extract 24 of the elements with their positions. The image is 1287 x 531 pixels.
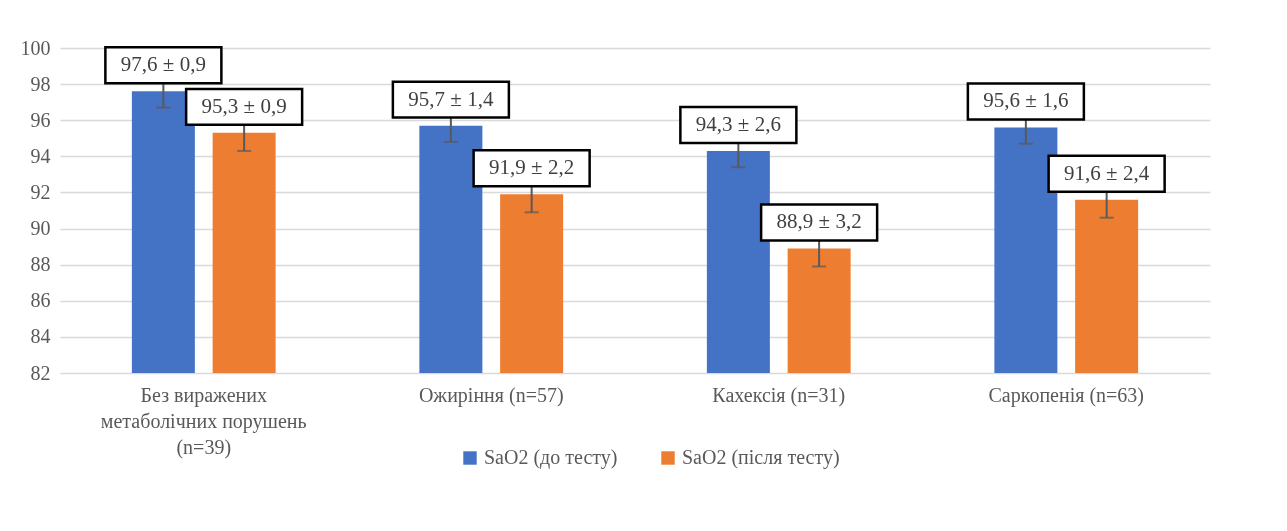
y-tick-label: 88 <box>30 253 51 276</box>
y-tick-label: 98 <box>30 72 51 95</box>
y-tick-label: 84 <box>30 325 51 348</box>
data-label: 97,6 ± 0,9 <box>120 52 206 77</box>
data-label: 95,6 ± 1,6 <box>983 88 1069 113</box>
x-tick-label: Ожиріння (n=57) <box>418 383 564 407</box>
data-label: 94,3 ± 2,6 <box>695 111 781 136</box>
y-tick-label: 94 <box>30 144 51 167</box>
y-tick-label: 100 <box>20 36 51 59</box>
legend-label: SaO2 (після тесту) <box>682 446 840 469</box>
y-tick-label: 86 <box>30 289 51 312</box>
data-label: 91,6 ± 2,4 <box>1064 160 1150 185</box>
x-tick-label: Саркопенія (n=63) <box>988 383 1145 407</box>
y-tick-label: 90 <box>30 217 51 240</box>
data-label: 88,9 ± 3,2 <box>776 209 862 234</box>
y-tick-label: 82 <box>30 361 51 384</box>
legend-label: SaO2 (до тесту) <box>484 446 618 469</box>
y-tick-label: 92 <box>30 180 51 203</box>
data-label: 95,3 ± 0,9 <box>201 93 287 118</box>
y-tick-label: 96 <box>30 108 51 131</box>
x-tick-label: Без виражених метаболічних порушень (n=39) <box>100 383 307 459</box>
data-label: 91,9 ± 2,2 <box>489 155 575 180</box>
x-tick-label: Кахексія (n=31) <box>712 383 846 407</box>
data-label: 95,7 ± 1,4 <box>408 86 494 111</box>
